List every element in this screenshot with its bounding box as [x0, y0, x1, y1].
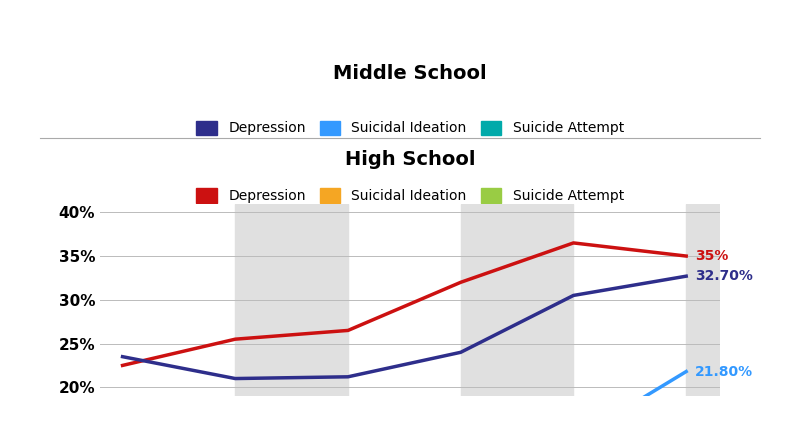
- Text: 21.80%: 21.80%: [695, 364, 754, 379]
- Bar: [686, 203, 720, 396]
- Text: 35%: 35%: [695, 249, 729, 263]
- Legend: Depression, Suicidal Ideation, Suicide Attempt: Depression, Suicidal Ideation, Suicide A…: [196, 121, 624, 135]
- Text: Middle School: Middle School: [333, 64, 487, 83]
- Bar: [235, 203, 348, 396]
- Bar: [461, 203, 574, 396]
- Text: 32.70%: 32.70%: [695, 269, 753, 283]
- Text: High School: High School: [345, 150, 475, 169]
- Legend: Depression, Suicidal Ideation, Suicide Attempt: Depression, Suicidal Ideation, Suicide A…: [196, 188, 624, 203]
